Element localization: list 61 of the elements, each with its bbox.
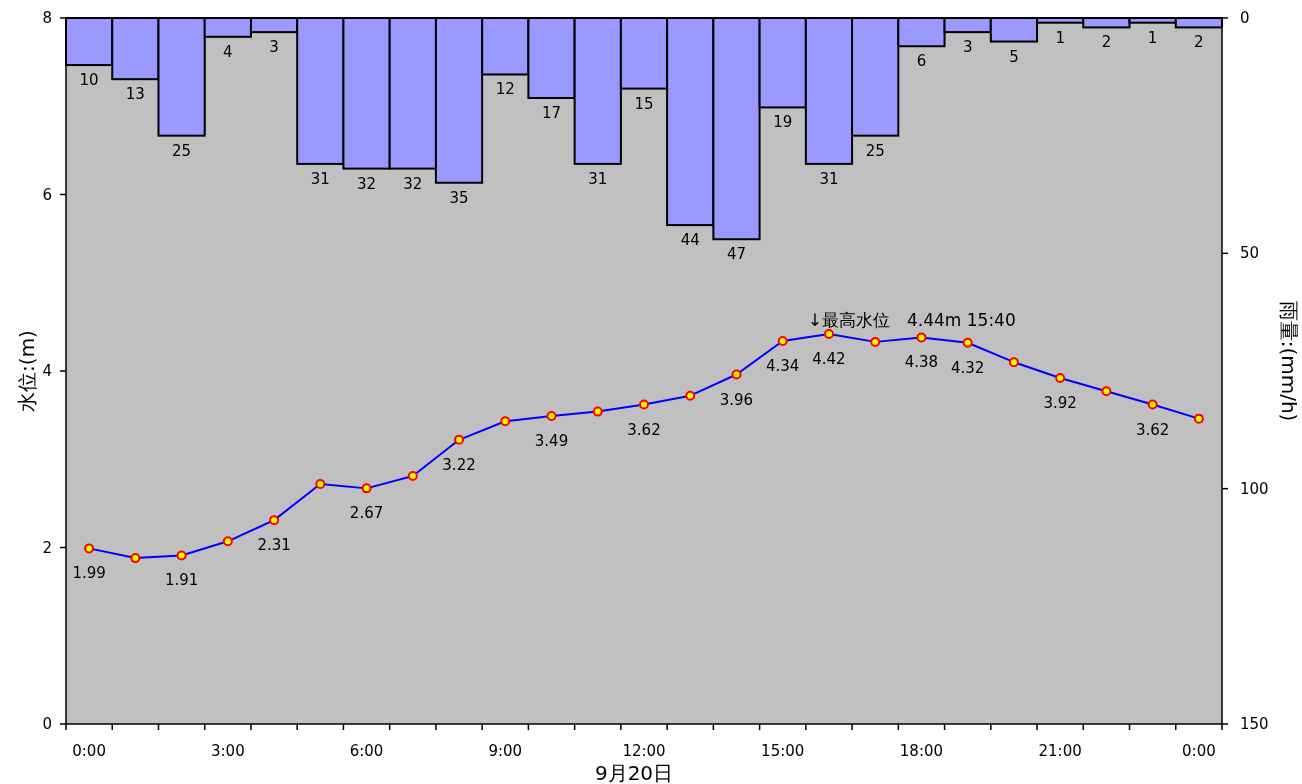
x-axis-title: 9月20日 (594, 761, 674, 784)
data-label: 32 (403, 174, 423, 193)
data-label: 2.31 (257, 536, 291, 555)
data-label: 4 (223, 42, 233, 61)
data-label: 1 (1147, 28, 1158, 47)
x-tick-label: 12:00 (622, 742, 666, 760)
y-tick-label: 2 (42, 538, 52, 557)
data-label: 4.38 (904, 353, 939, 372)
annotation: ↓最高水位 4.44m 15:40 (807, 310, 1016, 331)
data-label: 17 (541, 104, 562, 123)
data-label: 2.67 (349, 504, 384, 523)
y2-axis-title: 雨量:(mm/h) (1277, 300, 1301, 422)
data-label: 2 (1194, 33, 1204, 52)
data-label: 3 (962, 38, 973, 57)
data-label: 15 (634, 94, 654, 113)
y2-tick-label: 100 (1240, 479, 1269, 498)
data-label: 4.42 (812, 349, 846, 368)
y-tick-label: 4 (42, 362, 52, 380)
data-label: 32 (357, 174, 377, 193)
data-label: 3 (269, 38, 279, 57)
data-label: 4.34 (766, 356, 800, 375)
data-label: 47 (726, 245, 747, 264)
y-tick-label: 8 (42, 9, 52, 27)
data-label: 10 (79, 71, 99, 90)
data-label: 1.91 (164, 571, 199, 590)
data-label: 5 (1009, 47, 1019, 66)
x-tick-label: 18:00 (899, 742, 944, 760)
data-label: 19 (773, 113, 793, 132)
data-label: 44 (680, 231, 700, 250)
x-tick-label: 21:00 (1038, 742, 1082, 760)
data-label: 25 (865, 141, 885, 160)
x-tick-label: 3:00 (211, 742, 245, 760)
x-tick-label: 15:00 (761, 742, 805, 760)
y-axis-title: 水位:(m) (15, 330, 39, 412)
data-label: 2 (1101, 33, 1112, 52)
x-tick-label: 0:00 (1182, 742, 1216, 760)
data-label: 31 (819, 169, 839, 188)
x-tick-label: 0:00 (72, 742, 106, 760)
data-label: 3.96 (719, 390, 754, 409)
data-label: 4.32 (950, 358, 985, 377)
data-label: 6 (916, 52, 927, 71)
x-tick-label: 9:00 (488, 742, 523, 760)
data-label: 3.92 (1043, 394, 1077, 413)
data-label: 31 (310, 169, 330, 188)
x-tick-label: 6:00 (349, 742, 384, 760)
data-label: 35 (449, 188, 469, 207)
y2-tick-label: 150 (1240, 715, 1269, 733)
y-tick-label: 0 (42, 715, 52, 733)
data-label: 3.49 (534, 432, 569, 451)
data-label: 13 (125, 85, 145, 104)
data-label: 12 (495, 80, 515, 99)
data-label: 1 (1055, 28, 1065, 47)
data-label: 25 (172, 141, 192, 160)
data-label: 3.62 (1135, 420, 1170, 439)
data-label: 1.99 (72, 564, 106, 583)
data-label: 31 (588, 169, 608, 188)
data-label: 3.62 (627, 420, 661, 439)
y2-tick-label: 0 (1240, 9, 1250, 27)
y-tick-label: 6 (42, 185, 52, 204)
y2-tick-label: 50 (1240, 244, 1260, 263)
data-label: 3.22 (442, 455, 476, 474)
